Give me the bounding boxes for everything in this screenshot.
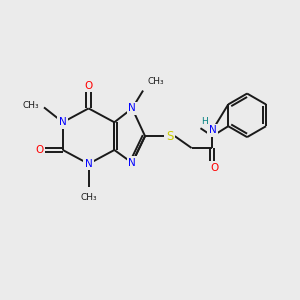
Text: S: S <box>166 130 173 142</box>
Text: N: N <box>208 125 216 135</box>
Text: O: O <box>35 145 43 155</box>
Text: N: N <box>85 159 92 169</box>
Text: N: N <box>59 117 67 127</box>
Text: O: O <box>210 163 218 173</box>
Text: CH₃: CH₃ <box>147 76 164 85</box>
Text: CH₃: CH₃ <box>22 101 39 110</box>
Text: H: H <box>201 117 208 126</box>
Text: N: N <box>128 158 136 168</box>
Text: O: O <box>84 81 93 91</box>
Text: CH₃: CH₃ <box>80 193 97 202</box>
Text: N: N <box>128 103 136 113</box>
